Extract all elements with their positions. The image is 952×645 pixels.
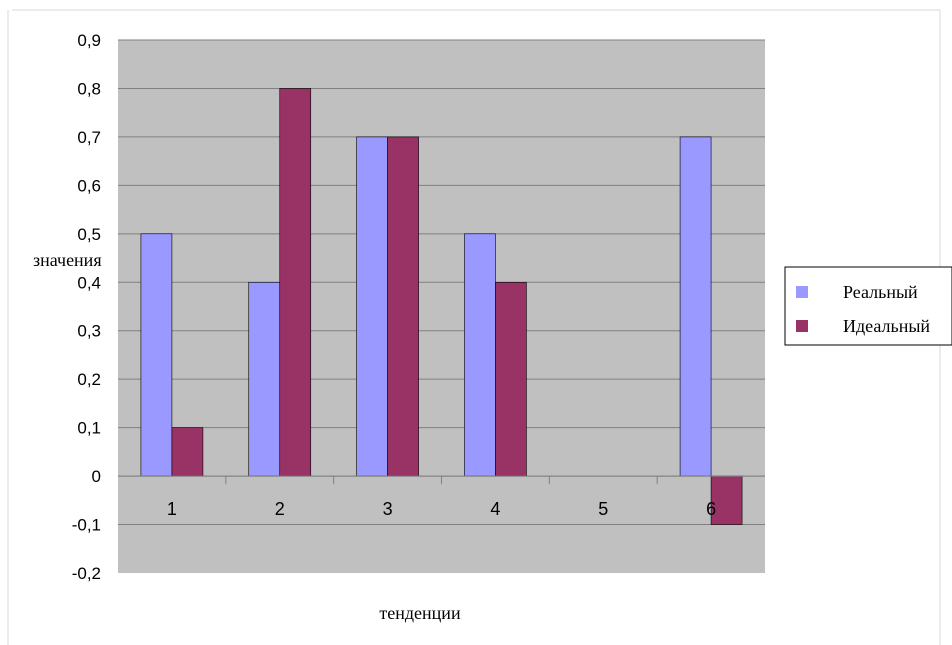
y-tick-label: 0,8 [77, 79, 101, 98]
bar-series2-cat4 [495, 281, 527, 477]
legend-label-ideal: Идеальный [843, 316, 930, 336]
legend-label-real: Реальный [843, 282, 918, 302]
y-tick-label: 0,7 [77, 128, 101, 147]
x-tick-label: 6 [706, 499, 716, 519]
y-tick-label: 0 [92, 467, 101, 486]
y-tick-label: 0,2 [77, 370, 101, 389]
y-axis-tick-labels: -0,2 -0,1 0 0,1 0,2 0,3 0,4 0,5 0,6 0,7 0,8 0,9 [72, 31, 101, 583]
x-axis-tick-labels: 1 2 3 4 5 6 [167, 499, 716, 519]
x-tick-label: 1 [167, 499, 177, 519]
x-tick-label: 2 [275, 499, 285, 519]
legend-swatch-ideal [796, 320, 808, 332]
y-tick-label: 0,4 [77, 273, 101, 292]
legend-swatch-real [796, 286, 808, 298]
x-tick-label: 3 [383, 499, 393, 519]
bars-group [140, 88, 743, 525]
plot-area [118, 40, 765, 573]
y-tick-label: 0,1 [77, 419, 101, 438]
y-tick-label: -0,1 [72, 516, 101, 535]
bar-series2-cat3 [387, 136, 419, 477]
y-tick-label: 0,6 [77, 176, 101, 195]
x-axis-title: тенденции [379, 603, 461, 623]
y-tick-label: 0,3 [77, 322, 101, 341]
legend: Реальный Идеальный [784, 266, 952, 346]
bar-series2-cat6 [710, 475, 743, 525]
bar-series2-cat1 [171, 427, 204, 477]
bar-series1-cat2 [248, 281, 281, 477]
x-tick-label: 5 [598, 499, 608, 519]
x-tick-label: 4 [490, 499, 500, 519]
y-tick-label: 0,9 [77, 31, 101, 50]
y-axis-title: значения [33, 250, 102, 270]
y-tick-label: -0,2 [72, 564, 101, 583]
bar-series1-cat6 [679, 136, 712, 477]
zero-axis-group [118, 475, 765, 485]
bar-series1-cat3 [356, 136, 388, 477]
bar-series1-cat4 [464, 233, 496, 477]
bar-series1-cat1 [140, 233, 173, 477]
y-tick-label: 0,5 [77, 225, 101, 244]
legend-box [784, 266, 952, 346]
bar-series2-cat2 [279, 88, 312, 477]
